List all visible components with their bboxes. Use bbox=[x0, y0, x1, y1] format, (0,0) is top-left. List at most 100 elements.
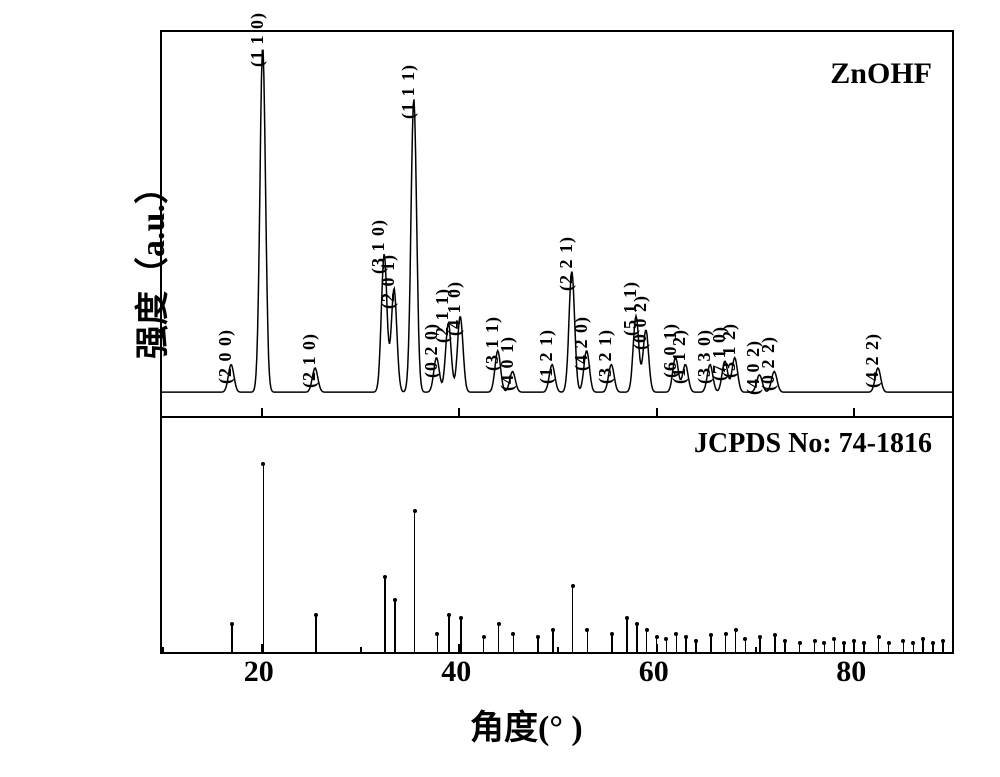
reference-dot bbox=[314, 613, 318, 617]
reference-dot bbox=[773, 633, 777, 637]
reference-line bbox=[414, 510, 416, 652]
reference-dot bbox=[709, 633, 713, 637]
reference-line bbox=[384, 576, 386, 652]
reference-dot bbox=[887, 641, 891, 645]
peak-label: (2 1 0) bbox=[299, 333, 320, 388]
reference-dot bbox=[551, 628, 555, 632]
reference-dot bbox=[911, 641, 915, 645]
x-minor-tick bbox=[952, 647, 954, 652]
reference-dot bbox=[758, 635, 762, 639]
reference-dot bbox=[921, 637, 925, 641]
reference-line bbox=[498, 624, 500, 652]
reference-dot bbox=[459, 616, 463, 620]
reference-line bbox=[676, 633, 678, 652]
reference-line bbox=[437, 633, 439, 652]
reference-dot bbox=[571, 584, 575, 588]
x-minor-tick bbox=[162, 647, 164, 652]
x-tick bbox=[656, 644, 658, 652]
reference-dot bbox=[674, 632, 678, 636]
reference-line bbox=[646, 629, 648, 652]
reference-dot bbox=[482, 635, 486, 639]
reference-dot bbox=[852, 639, 856, 643]
peak-label: (1 2 1) bbox=[536, 329, 557, 384]
peak-label: (2 0 1) bbox=[378, 254, 399, 309]
reference-dot bbox=[724, 632, 728, 636]
reference-line bbox=[735, 629, 737, 652]
reference-line bbox=[315, 614, 317, 652]
reference-line bbox=[611, 633, 613, 652]
reference-dot bbox=[842, 641, 846, 645]
peak-label: (4 0 1) bbox=[497, 336, 518, 391]
x-tick-label: 40 bbox=[441, 655, 471, 689]
reference-dot bbox=[497, 622, 501, 626]
x-tick-label: 80 bbox=[836, 655, 866, 689]
peak-label: (0 0 2) bbox=[630, 295, 651, 350]
reference-dot bbox=[877, 635, 881, 639]
reference-dot bbox=[684, 635, 688, 639]
reference-dot bbox=[536, 635, 540, 639]
reference-line bbox=[572, 586, 574, 652]
x-tick-label: 60 bbox=[639, 655, 669, 689]
reference-dot bbox=[413, 509, 417, 513]
reference-dot bbox=[645, 628, 649, 632]
reference-dot bbox=[901, 639, 905, 643]
reference-dot bbox=[625, 616, 629, 620]
reference-dot bbox=[511, 632, 515, 636]
peak-label: (1 1 1) bbox=[398, 64, 419, 119]
reference-line bbox=[725, 633, 727, 652]
peak-label: (2 0 0) bbox=[215, 329, 236, 384]
reference-line bbox=[448, 614, 450, 652]
reference-dot bbox=[743, 637, 747, 641]
x-tick bbox=[458, 644, 460, 652]
peak-label: (1 1 2) bbox=[669, 329, 690, 384]
reference-dot bbox=[783, 639, 787, 643]
reference-dot bbox=[635, 622, 639, 626]
chart-frame: ZnOHF (2 0 0)(1 1 0)(2 1 0)(3 1 0)(2 0 1… bbox=[160, 30, 954, 654]
reference-label: JCPDS No: 74-1816 bbox=[694, 428, 932, 460]
reference-line bbox=[626, 618, 628, 652]
reference-dot bbox=[393, 598, 397, 602]
xrd-pattern-svg bbox=[162, 32, 952, 416]
reference-line bbox=[513, 633, 515, 652]
reference-line bbox=[394, 599, 396, 652]
reference-dot bbox=[832, 637, 836, 641]
peak-label: (0 2 2) bbox=[758, 336, 779, 391]
x-minor-tick bbox=[360, 647, 362, 652]
reference-dot bbox=[610, 632, 614, 636]
reference-dot bbox=[931, 641, 935, 645]
reference-dot bbox=[694, 639, 698, 643]
reference-dot bbox=[435, 632, 439, 636]
x-tick bbox=[853, 408, 855, 416]
x-tick bbox=[458, 408, 460, 416]
peak-label: (2 2 1) bbox=[556, 236, 577, 291]
lower-panel: JCPDS No: 74-1816 bbox=[162, 416, 952, 652]
peak-label: (4 1 0) bbox=[444, 281, 465, 336]
x-minor-tick bbox=[557, 647, 559, 652]
upper-panel: ZnOHF (2 0 0)(1 1 0)(2 1 0)(3 1 0)(2 0 1… bbox=[162, 32, 952, 418]
x-tick bbox=[853, 644, 855, 652]
reference-dot bbox=[822, 641, 826, 645]
x-tick bbox=[261, 644, 263, 652]
reference-dot bbox=[230, 622, 234, 626]
peak-label: (4 2 0) bbox=[571, 316, 592, 371]
reference-line bbox=[263, 463, 265, 652]
peak-label: (3 2 1) bbox=[595, 329, 616, 384]
x-tick-label: 20 bbox=[244, 655, 274, 689]
reference-dot bbox=[261, 462, 265, 466]
reference-line bbox=[460, 618, 462, 652]
reference-dot bbox=[655, 635, 659, 639]
x-tick bbox=[656, 408, 658, 416]
reference-line bbox=[636, 624, 638, 652]
reference-line bbox=[710, 635, 712, 652]
reference-dot bbox=[383, 575, 387, 579]
reference-line bbox=[552, 629, 554, 652]
peak-label: (1 1 0) bbox=[247, 12, 268, 67]
reference-dot bbox=[734, 628, 738, 632]
peak-label: (3 1 2) bbox=[719, 323, 740, 378]
peak-label: (4 2 2) bbox=[862, 333, 883, 388]
x-minor-tick bbox=[755, 647, 757, 652]
reference-line bbox=[774, 635, 776, 652]
reference-dot bbox=[585, 628, 589, 632]
reference-dot bbox=[447, 613, 451, 617]
reference-line bbox=[587, 629, 589, 652]
